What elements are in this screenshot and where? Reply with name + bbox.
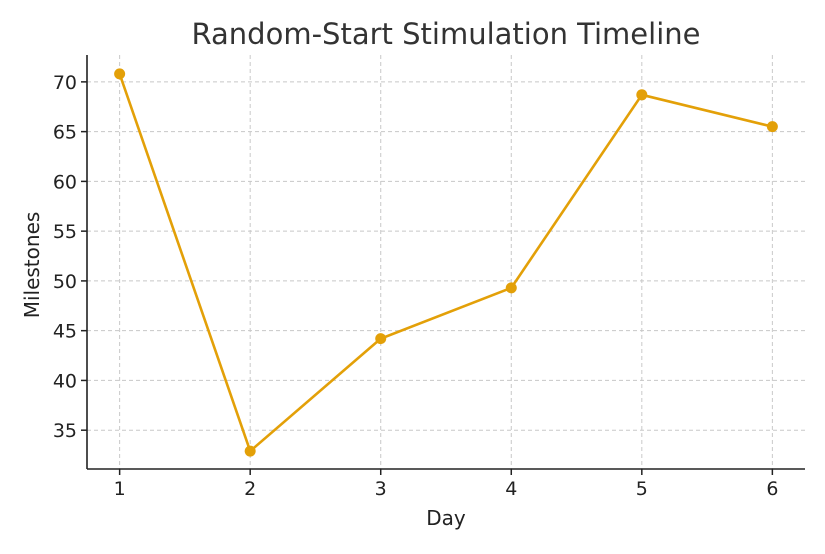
y-tick-label: 50 — [53, 271, 77, 293]
data-point — [375, 333, 387, 345]
x-tick-label: 2 — [244, 478, 256, 500]
x-tick-label: 1 — [114, 478, 126, 500]
data-point — [244, 445, 256, 457]
y-tick-label: 40 — [53, 370, 77, 392]
x-tick-label: 3 — [375, 478, 387, 500]
chart-title: Random-Start Stimulation Timeline — [192, 17, 701, 51]
data-point — [636, 89, 648, 101]
x-tick-label: 5 — [636, 478, 648, 500]
data-point — [505, 282, 517, 294]
y-tick-label: 55 — [53, 221, 77, 243]
data-point — [114, 68, 126, 80]
series — [114, 68, 778, 457]
x-tick-label: 4 — [505, 478, 517, 500]
y-axis-label: Milestones — [20, 212, 44, 319]
series-line — [118, 73, 773, 453]
y-tick-label: 60 — [53, 171, 77, 193]
grid — [87, 55, 805, 469]
y-tick-label: 45 — [53, 321, 77, 343]
x-tick-label: 6 — [766, 478, 778, 500]
x-axis-label: Day — [426, 506, 466, 530]
y-tick-label: 35 — [53, 420, 77, 442]
y-tick-label: 65 — [53, 122, 77, 144]
data-point — [766, 121, 778, 133]
axes — [81, 55, 805, 475]
y-tick-label: 70 — [53, 72, 77, 94]
